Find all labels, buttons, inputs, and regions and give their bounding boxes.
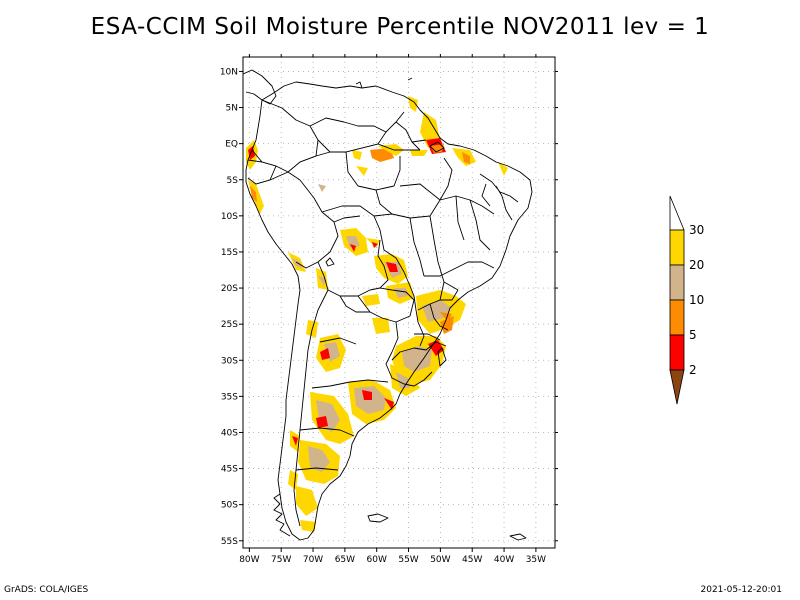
coast-south-georgia xyxy=(509,533,527,541)
shading-peru-coast-2 xyxy=(250,186,257,202)
lon-tick-label: 80W xyxy=(239,555,259,565)
coast-caribbean-islands xyxy=(355,77,413,89)
footer-credit: GrADS: COLA/IGES xyxy=(4,585,89,595)
shading-parana-coast xyxy=(440,316,454,334)
shading-northeast-coast-3 xyxy=(498,162,508,176)
colorbar-label: 20 xyxy=(689,258,704,272)
map-frame xyxy=(242,56,556,549)
border-brazil-states-1 xyxy=(439,195,495,251)
footer-timestamp: 2021-05-12-20:01 xyxy=(700,585,783,595)
lon-tick-label: 45W xyxy=(462,555,482,565)
lon-tick-label: 65W xyxy=(335,555,355,565)
border-guianas xyxy=(385,111,427,151)
colorbar-label: 2 xyxy=(689,363,697,377)
shading-northeast-coast-2 xyxy=(462,152,470,164)
shading-tierra-del-fuego xyxy=(300,520,316,532)
coast-central-america xyxy=(243,69,277,105)
axis-ticks: 80W 75W 70W 65W 60W 55W 50W 45W 40W 35W 10N 5N EQ 5S 1… xyxy=(220,54,558,565)
lat-tick-label: 55S xyxy=(221,537,238,547)
lake-titicaca xyxy=(325,257,335,267)
colorbar-label: 10 xyxy=(689,293,704,307)
shading-chaco-tan xyxy=(324,342,340,362)
lat-tick-label: 25S xyxy=(221,320,238,330)
border-ecuador xyxy=(247,159,277,185)
coast-chile-fjords xyxy=(273,493,291,537)
lat-tick-label: 40S xyxy=(221,428,238,438)
colorbar-label: 5 xyxy=(689,328,697,342)
border-brazil-states-3 xyxy=(417,261,495,311)
shading-paraguay-2 xyxy=(362,294,380,306)
island-marajo xyxy=(429,141,445,153)
shading-rgs-tan xyxy=(402,346,432,372)
colorbar-bin xyxy=(669,264,685,301)
shading-amazon-3 xyxy=(378,144,404,156)
colorbar-bin xyxy=(669,299,685,336)
border-venezuela xyxy=(309,117,387,153)
lat-tick-label: 35S xyxy=(221,392,238,402)
border-brazil-states-6 xyxy=(414,303,449,341)
border-argentina-provinces xyxy=(295,337,389,471)
lat-tick-label: 5N xyxy=(226,104,238,114)
colorbar-bin xyxy=(669,334,685,371)
percentile-shading xyxy=(246,96,508,532)
colorbar: 30 20 10 5 2 xyxy=(669,195,704,405)
shading-paraguay xyxy=(372,318,390,334)
coast-falklands xyxy=(367,513,389,523)
shading-cuyo-dry xyxy=(316,416,328,428)
shading-patagonia-south xyxy=(296,486,318,516)
border-argentina-chile xyxy=(293,289,329,527)
coastlines-and-borders xyxy=(243,69,533,541)
border-brazil-states-4 xyxy=(345,151,441,215)
lon-tick-label: 55W xyxy=(398,555,418,565)
lat-tick-label: 20S xyxy=(221,284,238,294)
lon-tick-label: 40W xyxy=(494,555,514,565)
shading-guiana-coast xyxy=(408,96,418,112)
shading-rondonia-tan xyxy=(346,236,360,248)
border-colombia xyxy=(251,99,319,173)
border-peru xyxy=(255,171,339,269)
shading-amazon-5 xyxy=(318,184,326,192)
lon-tick-label: 70W xyxy=(303,555,323,565)
shading-amazon-mouth xyxy=(430,144,444,153)
border-uruguay xyxy=(391,341,447,387)
lon-tick-label: 35W xyxy=(526,555,546,565)
shading-pantanal-dry xyxy=(386,262,398,272)
lon-tick-label: 60W xyxy=(367,555,387,565)
colorbar-bottom-triangle xyxy=(669,369,685,405)
lake-patos xyxy=(437,347,447,367)
lat-tick-label: 5S xyxy=(227,176,239,186)
shading-chaco-dry xyxy=(320,348,330,360)
lon-tick-label: 50W xyxy=(430,555,450,565)
shading-andes-north-tan xyxy=(318,276,326,286)
coast-south-america xyxy=(245,81,533,541)
shading-bolivia-east-dry xyxy=(372,242,378,248)
colorbar-top-triangle xyxy=(669,195,685,231)
colorbar-label: 30 xyxy=(689,223,704,237)
shading-amazon-4 xyxy=(356,166,368,176)
shading-buenosaires xyxy=(384,398,394,410)
colorbar-bin xyxy=(669,229,685,266)
map-title: ESA-CCIM Soil Moisture Percentile NOV201… xyxy=(90,14,710,40)
border-brazil-west xyxy=(299,143,425,347)
shading-amazon-6 xyxy=(410,150,428,156)
lat-tick-label: 10N xyxy=(220,67,238,77)
border-argentina-north xyxy=(339,295,405,385)
lat-tick-label: 10S xyxy=(221,212,238,222)
shading-patagonia-tan xyxy=(308,446,330,472)
shading-amazon-1 xyxy=(352,150,362,160)
shading-chile-central-dry xyxy=(292,436,298,446)
shading-pampas-dry xyxy=(362,390,372,400)
lon-tick-label: 75W xyxy=(271,555,291,565)
lat-tick-label: 30S xyxy=(221,356,238,366)
lat-tick-label: 50S xyxy=(221,501,238,511)
lat-tick-label: 45S xyxy=(221,465,238,475)
border-paraguay xyxy=(357,287,415,323)
shading-rondonia-dry xyxy=(350,244,356,252)
border-brazil-states-2 xyxy=(373,157,459,291)
lat-tick-label: EQ xyxy=(225,140,238,150)
border-bolivia xyxy=(317,215,389,297)
border-brazil-states-5 xyxy=(479,173,519,221)
lat-tick-label: 15S xyxy=(221,248,238,258)
